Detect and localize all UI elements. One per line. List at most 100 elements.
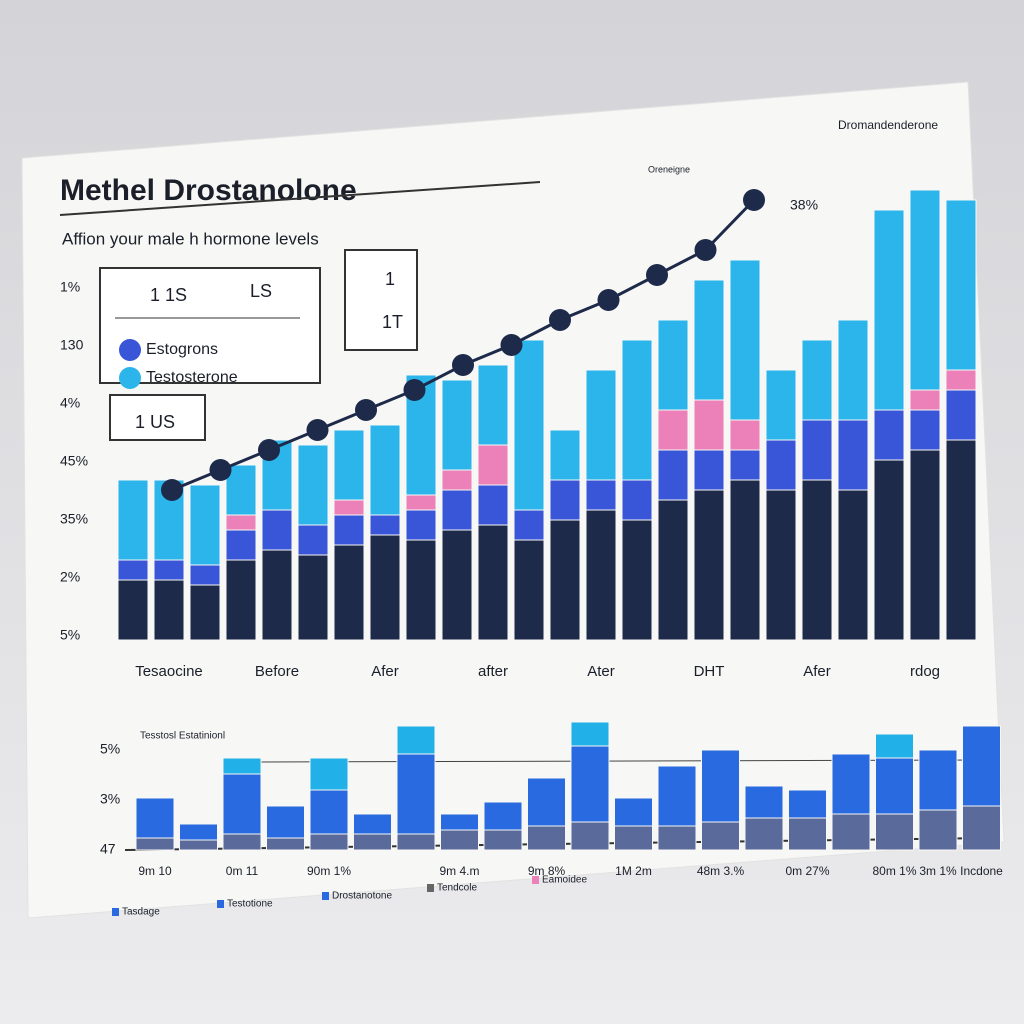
bar-segment [440,829,479,851]
bar-segment [513,339,545,511]
legend-label: Tendcole [437,883,477,894]
legend-label: Testotione [227,899,273,910]
bar-segment [441,469,473,491]
bar-segment [353,813,392,835]
bar-segment [621,519,653,641]
end-label: 38% [790,197,818,213]
line-point [306,419,329,441]
bar-segment [261,549,293,641]
bar-segment [225,464,257,516]
legend-swatch [217,900,224,908]
y-label: 45% [60,453,88,469]
bar-segment [657,449,689,501]
title-rule [59,181,541,216]
bar-segment [117,579,149,641]
bar-segment [570,821,610,851]
line-point [452,354,474,376]
bar-segment [837,419,869,491]
bar-segment [179,823,218,841]
bar-segment [801,339,833,421]
bar-segment [918,749,958,811]
x-tick-label: 90m 1% [307,864,351,878]
legend-swatch [427,884,434,892]
bar-segment [918,809,958,851]
bar-segment [788,817,827,851]
bar-segment [369,514,401,536]
bar-segment [333,499,365,516]
bar-segment [309,757,349,791]
legend-swatch [119,339,141,361]
box-text: LS [250,281,272,301]
x-tick-label: 0m 11 [226,864,259,878]
line-point [743,189,765,211]
bar-segment [657,409,689,451]
bar-segment [189,564,221,586]
line-label: Oreneigne [648,164,690,174]
bar-segment [549,519,581,641]
bar-segment [875,733,914,759]
bar-segment [135,837,175,851]
bar-segment [729,479,761,641]
legend-swatch [532,876,539,884]
bar-segment [693,399,725,451]
bar-segment [744,817,784,851]
box-text: 1T [382,312,403,332]
x-tick-label: 80m 1% [872,864,916,878]
bar-segment [513,509,545,541]
bar-segment [657,825,697,851]
bar-segment [477,444,509,486]
bar-segment [657,765,697,827]
legend-label: Tasdage [122,907,160,918]
x-tick-label: Incdone [960,864,1003,878]
legend-swatch [112,908,119,916]
bar-segment [744,785,784,819]
bar-segment [441,529,473,641]
bar-segment [701,821,740,851]
bar-segment [477,484,509,526]
bar-segment [765,369,797,441]
legend-swatch [322,892,329,900]
bar-segment [309,833,349,851]
x-tick-label: Afer [371,663,399,680]
bar-segment [396,833,436,851]
line-point [209,459,232,481]
bar-segment [729,419,761,451]
box-text: 1 [385,269,395,289]
legend-box [99,267,321,384]
legend-label: Testosterone [146,369,238,386]
x-tick-label: 0m 27% [785,864,829,878]
bar-segment [266,805,305,839]
x-tick-label: DHT [694,663,725,680]
bar-segment [614,797,653,827]
bar-segment [405,494,437,511]
bar-segment [441,379,473,471]
x-tick-label: 1M 2m [615,864,652,878]
bar-segment [801,419,833,481]
line-point [500,334,523,356]
y-label: 5% [60,627,80,643]
subtitle: Affion your male h hormone levels [62,229,319,248]
bar-segment [396,753,436,835]
bar-segment [621,339,653,481]
bar-segment [527,777,566,827]
bar-segment [353,833,392,851]
bar-segment [179,839,218,851]
bar-segment [222,773,262,835]
box-text: 1 1S [150,285,187,305]
bar-segment [657,319,689,411]
y-label: 130 [60,337,84,353]
x-tick-label: 3m 1% [919,864,957,878]
bar-segment [477,524,509,641]
legend-swatch [119,367,141,389]
bar-segment [266,837,305,851]
bar-segment [945,199,977,371]
bar-segment [945,369,977,391]
bar-segment [189,584,221,641]
bar-segment [614,825,653,851]
bar-segment [309,789,349,835]
line-point [403,379,426,401]
legend-box-small [109,394,206,441]
bar-segment [527,825,566,851]
y-label: 1% [60,279,80,295]
bar-segment [585,479,617,511]
